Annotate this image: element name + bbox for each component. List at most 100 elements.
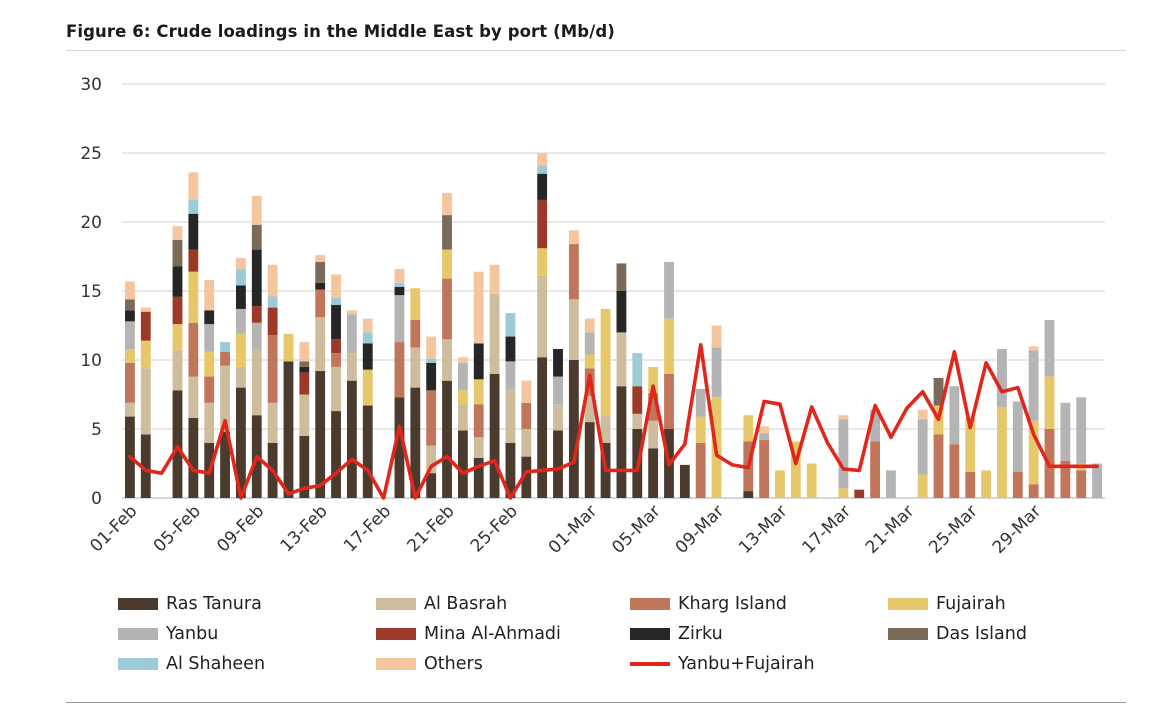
bar-segment xyxy=(695,416,706,443)
bar-segment xyxy=(965,417,976,472)
bar-segment xyxy=(838,488,849,498)
bar-stack-07-Mar xyxy=(679,464,690,498)
bar-stack-01-Mar xyxy=(584,318,595,498)
bar-stack-26-Mar xyxy=(981,470,992,498)
y-tick-label: 10 xyxy=(80,351,102,371)
bar-segment xyxy=(648,366,659,394)
bar-stack-13-Feb xyxy=(315,255,326,498)
bar-segment xyxy=(188,376,199,418)
bar-segment xyxy=(172,350,183,391)
bar-segment xyxy=(584,354,595,369)
legend-swatch xyxy=(118,598,158,610)
y-tick-label: 0 xyxy=(91,489,102,509)
bar-segment xyxy=(616,386,627,498)
bar-segment xyxy=(997,348,1007,407)
bar-segment xyxy=(235,366,246,388)
bar-segment xyxy=(125,362,135,403)
legend-item: Kharg Island xyxy=(630,591,787,617)
legend-line-swatch xyxy=(630,662,670,666)
bar-segment xyxy=(204,351,215,377)
bar-stack-28-Feb xyxy=(553,348,563,498)
bar-segment xyxy=(1044,319,1055,377)
bar-segment xyxy=(1044,376,1055,429)
x-tick-label: 05-Mar xyxy=(608,501,664,557)
bar-segment xyxy=(632,413,643,429)
bar-segment xyxy=(204,376,215,403)
bar-segment xyxy=(394,397,405,498)
bar-segment xyxy=(267,402,278,443)
bar-segment xyxy=(965,471,976,498)
bar-segment xyxy=(568,299,579,360)
bar-segment xyxy=(886,470,896,498)
bar-segment xyxy=(426,473,437,498)
bar-segment xyxy=(125,299,135,311)
legend-label: Yanbu xyxy=(166,624,219,644)
bar-segment xyxy=(125,310,135,322)
bar-segment xyxy=(870,441,881,498)
bar-segment xyxy=(267,307,278,336)
bar-stack-09-Feb xyxy=(251,195,262,498)
bar-segment xyxy=(537,199,548,249)
bar-segment xyxy=(426,445,437,474)
bar-segment xyxy=(188,322,199,377)
legend-label: Al Basrah xyxy=(424,594,508,614)
bar-stack-26-Feb xyxy=(521,380,532,498)
bar-stack-07-Feb xyxy=(220,342,230,498)
bar-segment xyxy=(315,282,326,290)
bar-segment xyxy=(759,433,770,441)
bar-segment xyxy=(267,335,278,403)
bar-segment xyxy=(125,402,135,417)
bar-stack-24-Mar xyxy=(949,386,960,498)
bar-segment xyxy=(457,390,468,405)
bar-segment xyxy=(315,262,326,283)
bar-segment xyxy=(410,288,421,320)
bar-segment xyxy=(949,386,960,445)
legend-label: Zirku xyxy=(678,624,723,644)
bar-segment xyxy=(394,286,405,296)
bar-segment xyxy=(949,444,960,498)
bar-stack-12-Feb xyxy=(299,342,310,498)
bar-stack-25-Mar xyxy=(965,417,976,498)
bar-segment xyxy=(553,404,563,431)
legend-item: Yanbu+Fujairah xyxy=(630,651,815,677)
legend-item: Zirku xyxy=(630,621,723,647)
bar-segment xyxy=(331,304,341,340)
bar-segment xyxy=(981,470,992,498)
bar-stack-28-Mar xyxy=(1012,401,1023,498)
x-tick-label: 05-Feb xyxy=(150,501,205,556)
bar-segment xyxy=(1092,463,1102,498)
bar-segment xyxy=(473,271,484,344)
bar-segment xyxy=(362,318,373,333)
bar-stack-20-Feb xyxy=(426,336,437,498)
y-tick-label: 5 xyxy=(91,420,102,440)
bar-segment xyxy=(220,365,230,432)
bar-segment xyxy=(521,380,532,403)
bar-segment xyxy=(283,333,294,362)
bar-segment xyxy=(505,388,516,443)
bar-segment xyxy=(299,342,310,362)
bar-stack-21-Feb xyxy=(442,193,452,498)
bar-segment xyxy=(473,437,484,458)
bar-segment xyxy=(584,422,595,498)
bar-segment xyxy=(553,348,563,377)
bar-segment xyxy=(125,281,135,300)
bar-stack-04-Mar xyxy=(632,353,643,498)
bar-segment xyxy=(743,415,754,442)
legend-swatch xyxy=(888,628,928,640)
bar-segment xyxy=(1012,471,1023,498)
bar-segment xyxy=(1076,397,1087,464)
chart-title: Figure 6: Crude loadings in the Middle E… xyxy=(66,22,615,41)
legend-swatch xyxy=(376,598,416,610)
bar-segment xyxy=(331,339,341,354)
bar-segment xyxy=(997,406,1007,498)
bar-stack-29-Mar xyxy=(1028,346,1039,498)
bar-stack-05-Feb xyxy=(188,172,199,498)
bar-stack-14-Feb xyxy=(331,274,341,498)
bar-segment xyxy=(1028,484,1039,498)
x-tick-label: 09-Feb xyxy=(213,501,268,556)
bar-segment xyxy=(394,268,405,283)
y-axis-ticks: 0 5 10 15 20 25 30 xyxy=(80,75,102,509)
bar-segment xyxy=(220,342,230,352)
bar-stack-27-Mar xyxy=(997,348,1007,498)
bar-segment xyxy=(346,314,357,354)
